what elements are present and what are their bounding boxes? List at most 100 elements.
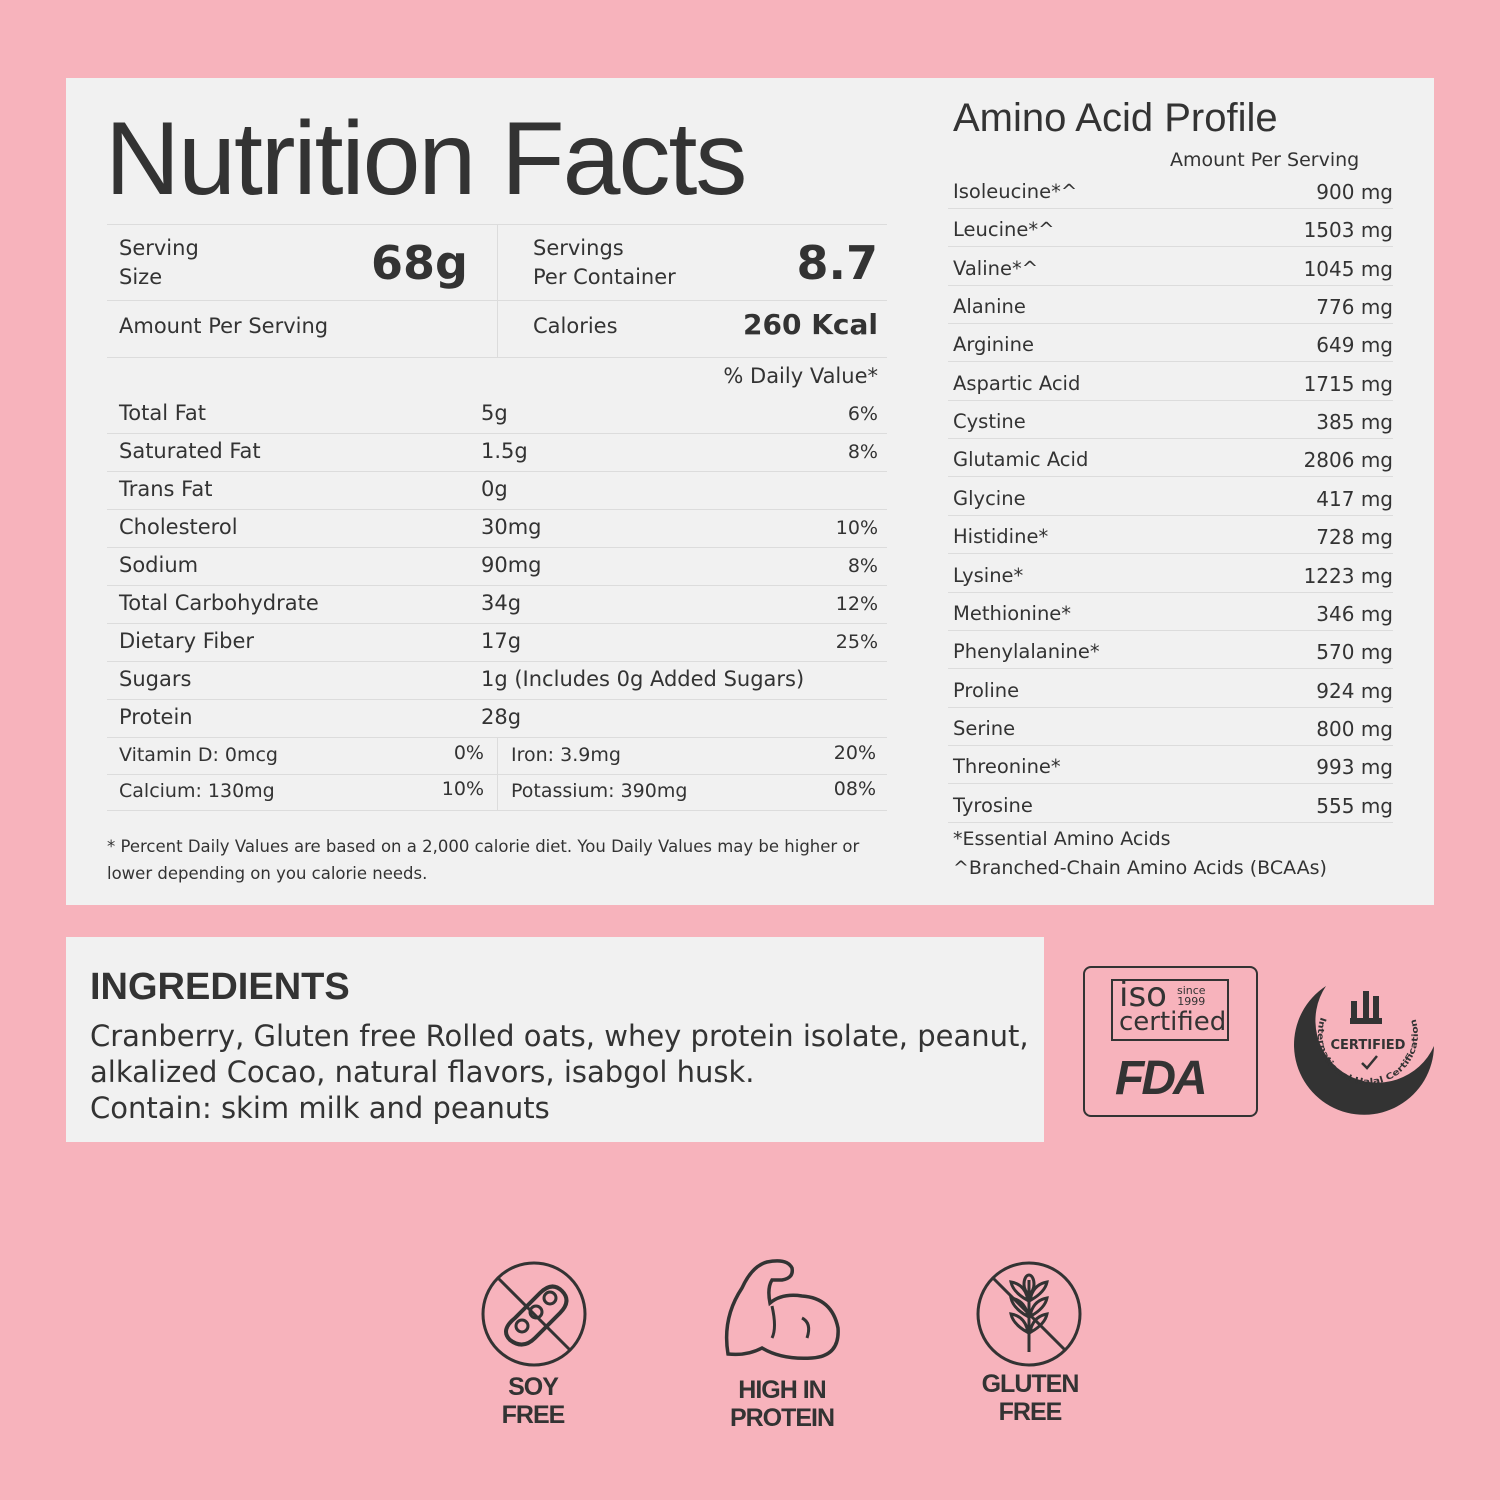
mineral-name: Potassium: 390mg <box>511 780 688 802</box>
ingredients-panel <box>66 937 1044 1142</box>
amino-acid-name: Tyrosine <box>953 793 1033 817</box>
nutrient-name: Trans Fat <box>119 477 213 501</box>
amino-acid-value: 570 mg <box>1316 640 1393 665</box>
flexed-arm-icon <box>722 1258 842 1366</box>
amino-acid-name: Leucine*^ <box>953 218 1055 242</box>
amino-acid-value: 1223 mg <box>1303 563 1393 588</box>
nutrient-daily-value: 8% <box>847 441 878 463</box>
amino-acid-value: 900 mg <box>1316 180 1393 204</box>
nutrient-amount: 28g <box>481 705 522 729</box>
amino-acid-value: 1045 mg <box>1303 256 1393 281</box>
nutrient-amount: 5g <box>481 401 508 425</box>
amino-acid-name: Methionine* <box>953 601 1072 625</box>
amino-subheader: Amount Per Serving <box>1170 149 1360 171</box>
nutrient-name: Total Carbohydrate <box>119 591 319 615</box>
serving-size-value: 68g <box>371 236 468 290</box>
essential-note: *Essential Amino Acids <box>953 828 1171 850</box>
nutrition-panel <box>66 78 1434 905</box>
mineral-name: Calcium: 130mg <box>119 780 275 802</box>
divider <box>948 553 1393 555</box>
bcaa-note: ^Branched-Chain Amino Acids (BCAAs) <box>953 857 1327 879</box>
nutrient-name: Cholesterol <box>119 515 238 539</box>
soy-free-label: SOY FREE <box>501 1373 566 1429</box>
halal-certified-logo: International Halal Certification CERTIF… <box>1286 966 1436 1116</box>
ingredients-text: Cranberry, Gluten free Rolled oats, whey… <box>90 1019 1029 1125</box>
nutrient-amount: 0g <box>481 477 508 501</box>
mineral-daily-value: 0% <box>453 742 484 764</box>
svg-text:CERTIFIED: CERTIFIED <box>1331 1038 1406 1053</box>
divider <box>948 629 1393 631</box>
nutrient-amount: 34g <box>481 591 522 615</box>
nutrient-name: Dietary Fiber <box>119 629 255 653</box>
amount-per-serving-label: Amount Per Serving <box>119 314 329 338</box>
divider <box>948 591 1393 593</box>
amino-acid-name: Threonine* <box>953 755 1061 779</box>
mineral-daily-value: 10% <box>441 778 484 800</box>
amino-acid-value: 346 mg <box>1316 601 1393 626</box>
divider <box>497 224 498 357</box>
gluten-free-label: GLUTEN FREE <box>981 1370 1080 1426</box>
divider <box>948 246 1393 248</box>
nutrient-name: Sugars <box>119 667 192 691</box>
amino-acid-value: 728 mg <box>1316 525 1393 550</box>
nutrient-amount: 1g (Includes 0g Added Sugars) <box>481 667 805 691</box>
divider <box>948 783 1393 785</box>
mineral-daily-value: 20% <box>833 742 876 764</box>
divider <box>948 399 1393 401</box>
amino-acid-name: Aspartic Acid <box>953 371 1081 395</box>
divider <box>107 585 887 586</box>
daily-value-footnote: * Percent Daily Values are based on a 2,… <box>107 837 860 883</box>
amino-acid-name: Alanine <box>953 295 1026 319</box>
nutrient-daily-value: 8% <box>847 555 878 577</box>
calories-value: 260 Kcal <box>743 308 878 341</box>
nutrient-amount: 17g <box>481 629 522 653</box>
divider <box>948 438 1393 440</box>
divider <box>948 668 1393 670</box>
amino-title: Amino Acid Profile <box>953 96 1278 140</box>
amino-acid-value: 800 mg <box>1316 716 1393 741</box>
amino-acid-name: Serine <box>953 716 1016 740</box>
gluten-free-icon <box>975 1260 1083 1372</box>
nutrient-name: Protein <box>119 705 193 729</box>
nutrient-daily-value: 25% <box>835 631 878 653</box>
amino-acid-name: Isoleucine*^ <box>953 180 1078 203</box>
amino-acid-value: 993 mg <box>1316 755 1393 780</box>
divider <box>948 476 1393 478</box>
divider <box>107 433 887 434</box>
amino-acid-name: Valine*^ <box>953 256 1039 280</box>
nutrient-name: Saturated Fat <box>119 439 261 463</box>
divider <box>107 509 887 510</box>
divider <box>107 623 887 624</box>
servings-label: Servings Per Container <box>533 236 676 289</box>
divider <box>948 514 1393 516</box>
ingredients-title: INGREDIENTS <box>90 966 350 1008</box>
divider <box>948 323 1393 325</box>
divider <box>107 357 887 358</box>
amino-acid-name: Arginine <box>953 333 1034 357</box>
daily-value-header: % Daily Value* <box>723 364 878 388</box>
nutrient-daily-value: 12% <box>835 593 878 615</box>
divider <box>948 361 1393 363</box>
nutrient-amount: 30mg <box>481 515 542 539</box>
mineral-daily-value: 08% <box>833 778 876 800</box>
amino-acid-name: Histidine* <box>953 525 1049 549</box>
divider <box>107 699 887 700</box>
amino-acid-name: Cystine <box>953 410 1026 434</box>
nutrient-amount: 1.5g <box>481 439 528 463</box>
iso-certified-logo: iso since 1999 certified <box>1111 975 1229 1041</box>
amino-acid-value: 1715 mg <box>1303 371 1393 396</box>
nutrition-title: Nutrition Facts <box>105 101 747 217</box>
divider <box>107 661 887 662</box>
amino-acid-value: 1503 mg <box>1303 218 1393 243</box>
divider <box>107 547 887 548</box>
divider <box>107 471 887 472</box>
nutrient-daily-value: 6% <box>847 403 878 425</box>
amino-acid-value: 385 mg <box>1316 410 1393 435</box>
nutrient-amount: 90mg <box>481 553 542 577</box>
calories-label: Calories <box>533 314 618 338</box>
fda-logo: FDA <box>1115 1052 1208 1105</box>
amino-acid-value: 2806 mg <box>1303 448 1393 473</box>
amino-acid-value: 924 mg <box>1316 678 1393 703</box>
divider <box>948 284 1393 286</box>
mineral-name: Vitamin D: 0mcg <box>119 744 278 766</box>
